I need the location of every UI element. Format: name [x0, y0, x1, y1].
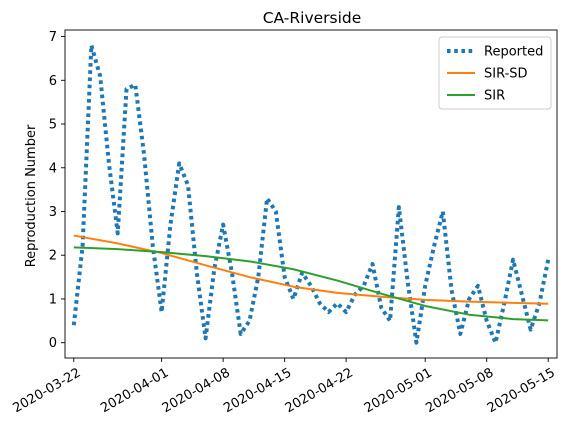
series-layer: [71, 43, 551, 345]
x-tick-label: 2020-04-22: [283, 365, 356, 416]
y-tick-label: 4: [49, 161, 57, 176]
x-tick-label: 2020-03-22: [10, 365, 83, 416]
x-tick-label: 2020-04-01: [98, 365, 171, 416]
legend-box: [438, 36, 552, 110]
legend-label-sir: SIR: [484, 89, 505, 104]
y-tick-label: 1: [49, 292, 57, 307]
y-tick-label: 3: [49, 205, 57, 220]
y-tick-label: 7: [49, 30, 57, 45]
y-tick-label: 6: [49, 74, 57, 89]
x-tick-label: 2020-04-15: [221, 365, 294, 416]
x-tick-label: 2020-05-08: [423, 365, 496, 416]
x-tick-label: 2020-05-01: [362, 365, 435, 416]
plot-frame: [64, 29, 558, 359]
legend: Reported SIR-SD SIR: [438, 36, 552, 110]
series-line-sir: [73, 246, 549, 322]
series-line-reported: [71, 43, 551, 345]
y-tick-label: 0: [49, 336, 57, 351]
chart-title: CA-Riverside: [263, 9, 362, 27]
y-tick-label: 2: [49, 249, 57, 264]
x-tick-label: 2020-05-15: [485, 365, 558, 416]
x-tick-label: 2020-04-08: [160, 365, 233, 416]
y-axis-label: Reproduction Number: [24, 124, 39, 267]
y-tick-label: 5: [49, 118, 57, 133]
legend-label-sir-sd: SIR-SD: [484, 67, 528, 82]
legend-label-reported: Reported: [484, 45, 543, 60]
